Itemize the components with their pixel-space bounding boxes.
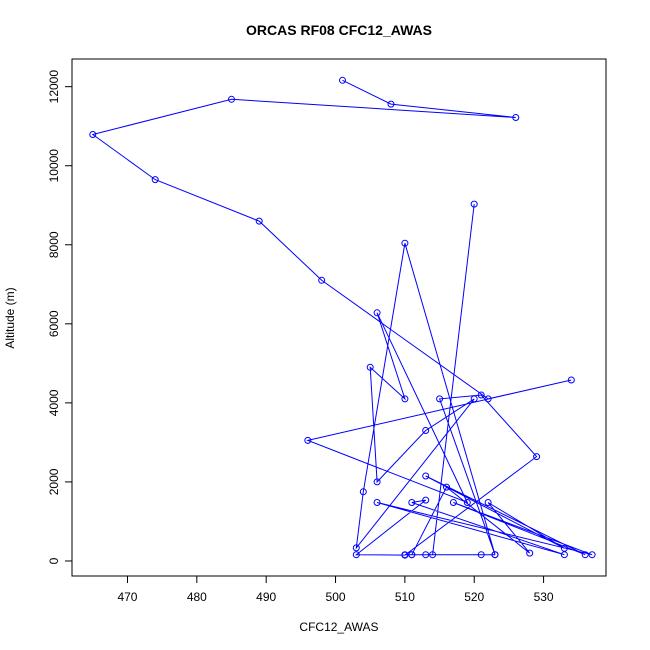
data-point [491, 551, 499, 559]
data-point [449, 499, 457, 506]
data-point [228, 95, 235, 103]
data-point [588, 551, 596, 559]
x-tick-label: 480 [187, 590, 207, 604]
x-tick-label: 520 [464, 590, 484, 604]
data-point [567, 376, 575, 384]
data-point [373, 309, 381, 317]
y-axis: 0 2000 4000 6000 8000 10000 12000 [47, 70, 72, 564]
data-point [526, 549, 534, 557]
data-point [373, 478, 381, 486]
data-point [422, 496, 430, 504]
data-point [366, 363, 374, 371]
x-tick-label: 530 [534, 590, 554, 604]
data-point [470, 395, 478, 403]
y-tick-label: 10000 [47, 149, 61, 183]
data-point [352, 544, 360, 552]
data-point [318, 276, 326, 284]
data-point [477, 551, 485, 559]
series-layer [89, 76, 596, 559]
y-tick-label: 2000 [47, 468, 61, 495]
y-axis-label: Altitude (m) [3, 287, 17, 348]
data-point [477, 391, 485, 399]
data-point [401, 551, 409, 559]
data-point [484, 499, 492, 506]
x-axis-label: CFC12_AWAS [299, 620, 378, 634]
x-tick-label: 500 [326, 590, 346, 604]
data-point [470, 200, 478, 208]
data-point [401, 239, 409, 247]
x-tick-label: 490 [256, 590, 276, 604]
data-point [408, 551, 416, 559]
data-point [255, 217, 263, 225]
data-point [512, 114, 520, 121]
data-point [443, 483, 450, 491]
data-point [422, 551, 430, 559]
data-point [352, 551, 360, 559]
x-tick-label: 470 [117, 590, 137, 604]
x-axis: 470 480 490 500 510 520 530 [117, 576, 554, 604]
y-tick-label: 0 [47, 557, 61, 564]
data-point [484, 395, 492, 403]
data-point [401, 395, 409, 403]
y-tick-label: 8000 [47, 231, 61, 258]
data-point [359, 488, 367, 496]
data-point [408, 499, 416, 506]
data-point [339, 76, 346, 84]
data-point [373, 499, 381, 506]
data-point [387, 100, 395, 108]
data-point [581, 551, 589, 559]
plot-frame [71, 58, 607, 577]
x-tick-label: 510 [395, 590, 415, 604]
chart-title: ORCAS RF08 CFC12_AWAS [246, 22, 432, 38]
data-point [533, 453, 541, 461]
data-point [89, 131, 97, 138]
y-tick-label: 4000 [47, 389, 61, 416]
y-tick-label: 6000 [47, 310, 61, 337]
data-point [560, 544, 568, 552]
data-point [429, 551, 437, 559]
data-point [422, 472, 430, 480]
series-line [91, 79, 593, 556]
data-point [463, 499, 471, 506]
data-point [436, 395, 444, 403]
y-tick-label: 12000 [47, 70, 61, 104]
data-point [422, 427, 430, 434]
data-point [304, 436, 312, 444]
data-point [151, 176, 159, 184]
